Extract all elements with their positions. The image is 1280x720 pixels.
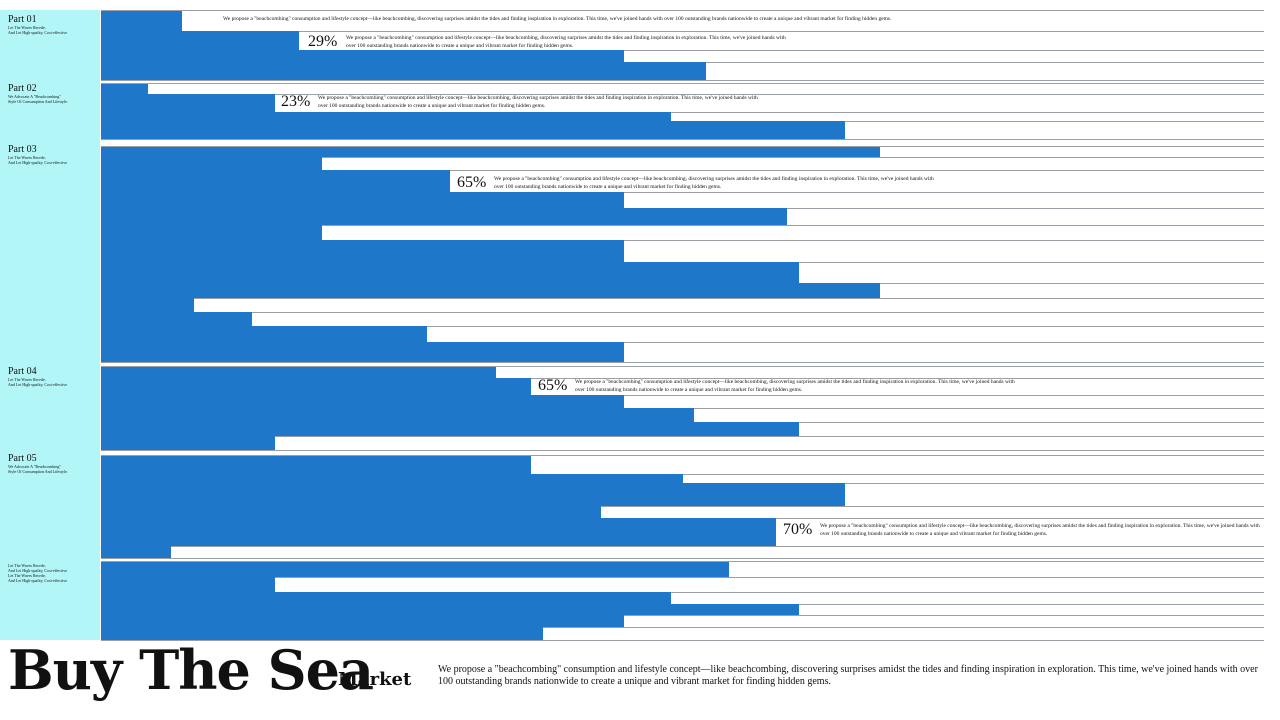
section-subtitle: Let The Waves Recede, And Let High-qualit… <box>8 25 67 35</box>
grid-line <box>101 592 1264 593</box>
bar <box>101 518 776 546</box>
section-title: Part 03 <box>8 144 37 155</box>
bar <box>101 615 624 627</box>
grid-line <box>101 577 1264 578</box>
bar <box>101 312 252 326</box>
bar <box>101 455 531 474</box>
bar <box>101 422 799 436</box>
grid-line <box>101 192 1264 193</box>
grid-line <box>101 146 1264 147</box>
section-subtitle: We Advocate A "Beachcombing" Style Of Con… <box>8 94 68 104</box>
bar <box>101 366 496 378</box>
grid-line <box>101 378 1264 379</box>
percent-label: 23% <box>281 93 311 110</box>
bar <box>101 627 543 640</box>
bar <box>101 408 694 422</box>
bar <box>101 94 275 112</box>
bar <box>101 395 624 408</box>
grid-line <box>101 615 1264 616</box>
grid-line <box>101 366 1264 367</box>
grid-line <box>101 436 1264 437</box>
bar <box>101 546 171 558</box>
grid-line <box>101 94 1264 95</box>
bar <box>101 157 322 170</box>
grid-line <box>101 83 1264 84</box>
grid-line <box>101 139 1264 140</box>
bar <box>101 483 845 506</box>
section-title: Part 01 <box>8 14 37 25</box>
grid-line <box>101 362 1264 363</box>
grid-line <box>101 50 1264 51</box>
bar <box>101 436 275 450</box>
section-subtitle: Let The Waves Recede, And Let High-qualit… <box>8 155 67 165</box>
brand-title: Buy The Sea <box>8 638 374 702</box>
grid-line <box>101 395 1264 396</box>
bar <box>101 474 683 483</box>
footer-description: We propose a "beachcombing" consumption … <box>438 664 1258 687</box>
section-title: Part 04 <box>8 366 37 377</box>
bar <box>101 225 322 240</box>
caption-text: We propose a "beachcombing" consumption … <box>318 95 758 109</box>
grid-line <box>101 326 1264 327</box>
bar <box>101 283 880 298</box>
grid-line <box>101 342 1264 343</box>
bar <box>101 10 182 31</box>
caption-text: We propose a "beachcombing" consumption … <box>223 16 892 22</box>
grid-line <box>101 546 1264 547</box>
bar <box>101 298 194 312</box>
grid-line <box>101 506 1264 507</box>
section-subtitle: We Advocate A "Beachcombing" Style Of Con… <box>8 464 68 474</box>
bar <box>101 577 275 592</box>
bar <box>101 31 299 50</box>
grid-line <box>101 640 1264 641</box>
bar <box>101 240 624 262</box>
caption-text: We propose a "beachcombing" consumption … <box>820 523 1260 537</box>
grid-line <box>101 31 1264 32</box>
bar <box>101 326 427 342</box>
grid-line <box>101 558 1264 559</box>
percent-label: 65% <box>538 377 568 394</box>
grid-line <box>101 80 1264 81</box>
grid-line <box>101 561 1264 562</box>
bar <box>101 506 601 518</box>
percent-label: 29% <box>308 33 338 50</box>
section-title: Part 02 <box>8 83 37 94</box>
grid-line <box>101 450 1264 451</box>
brand-subtitle: Market <box>338 669 412 690</box>
bar <box>101 112 671 121</box>
bar <box>101 592 671 604</box>
grid-line <box>101 240 1264 241</box>
bar <box>101 146 880 157</box>
bar <box>101 192 624 208</box>
sidebar <box>0 10 100 640</box>
bar <box>101 561 729 577</box>
grid-line <box>101 312 1264 313</box>
bar <box>101 604 799 615</box>
bar <box>101 62 706 80</box>
bar <box>101 83 148 94</box>
bar <box>101 378 531 395</box>
grid-line <box>101 157 1264 158</box>
grid-line <box>101 225 1264 226</box>
grid-line <box>101 112 1264 113</box>
bar <box>101 50 624 62</box>
grid-line <box>101 298 1264 299</box>
bar <box>101 170 450 192</box>
grid-line <box>101 627 1264 628</box>
caption-text: We propose a "beachcombing" consumption … <box>346 35 786 49</box>
percent-label: 65% <box>457 174 487 191</box>
bar <box>101 121 845 139</box>
grid-line <box>101 455 1264 456</box>
section-subtitle: Let The Waves Recede, And Let High-qualit… <box>8 563 67 583</box>
caption-text: We propose a "beachcombing" consumption … <box>575 379 1015 393</box>
caption-text: We propose a "beachcombing" consumption … <box>494 176 934 190</box>
bar <box>101 262 799 283</box>
bar <box>101 342 624 362</box>
section-subtitle: Let The Waves Recede, And Let High-qualit… <box>8 377 67 387</box>
percent-label: 70% <box>783 521 813 538</box>
grid-line <box>101 170 1264 171</box>
bar <box>101 208 787 225</box>
section-title: Part 05 <box>8 453 37 464</box>
grid-line <box>101 10 1264 11</box>
